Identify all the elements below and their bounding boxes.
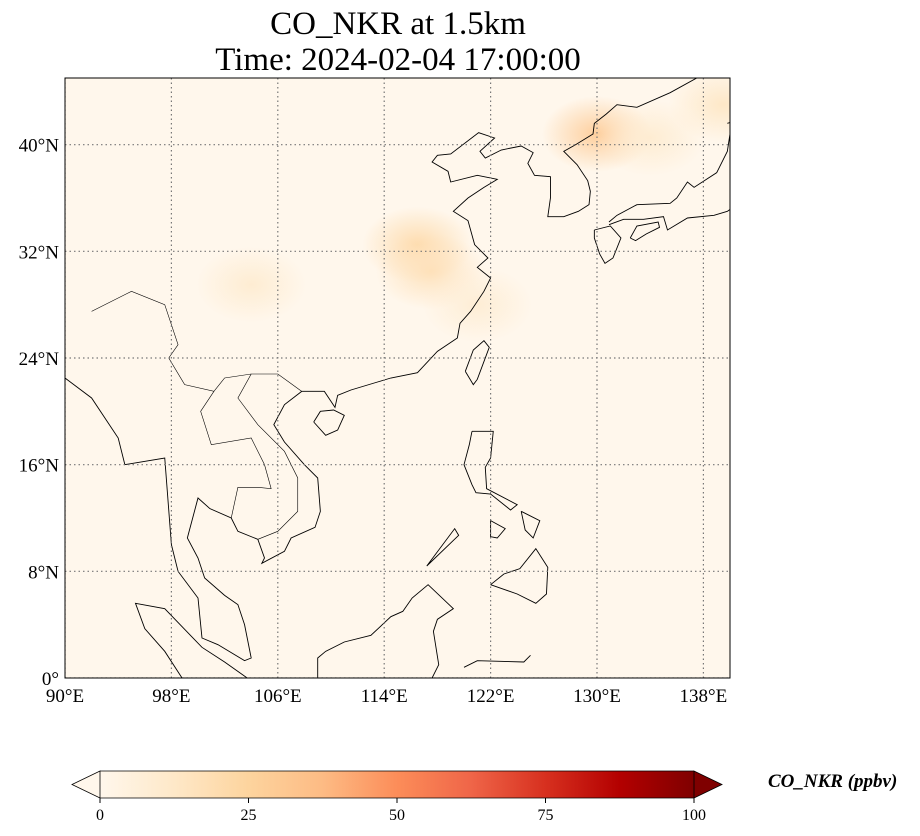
lat-ticks: 0° 8°N 16°N 24°N 32°N 40°N <box>19 136 60 690</box>
colorbar-gradient <box>100 771 694 798</box>
concentration-hotspot <box>422 266 533 343</box>
samar <box>520 510 541 539</box>
colorbar-extend-max <box>693 770 723 799</box>
lon-ticks: 90°E 98°E 106°E 114°E 122°E 130°E 138°E <box>46 686 727 707</box>
colorbar-label: CO_NKR (ppbv) <box>768 771 898 792</box>
lon-tick-label: 130°E <box>573 686 621 707</box>
concentration-field <box>196 78 730 343</box>
mainland-coast <box>65 78 698 662</box>
colorbar-tick-label: 50 <box>389 807 405 824</box>
map-frame <box>64 77 731 679</box>
lon-tick-label: 98°E <box>152 686 190 707</box>
concentration-hotspot <box>196 246 307 323</box>
colorbar-tick-label: 75 <box>538 807 554 824</box>
hainan <box>313 409 345 436</box>
luzon <box>463 430 519 511</box>
plot-title: CO_NKR at 1.5km <box>270 6 526 42</box>
border-china-south <box>91 291 302 392</box>
lat-tick-label: 8°N <box>28 562 59 583</box>
hokkaido <box>727 122 730 124</box>
colorbar: 0 25 50 75 100 <box>71 770 723 824</box>
lon-tick-label: 122°E <box>467 686 515 707</box>
colorbar-tick-label: 25 <box>241 807 257 824</box>
lat-tick-label: 40°N <box>19 136 60 157</box>
mindanao <box>490 547 549 604</box>
lat-tick-label: 16°N <box>19 456 60 477</box>
colorbar-tick-label: 0 <box>96 807 104 824</box>
taiwan <box>464 340 490 386</box>
lat-tick-label: 32°N <box>19 242 60 263</box>
palawan <box>426 527 460 567</box>
panay <box>490 520 506 539</box>
coastlines <box>65 78 730 678</box>
lon-tick-label: 90°E <box>46 686 84 707</box>
lon-tick-label: 138°E <box>680 686 728 707</box>
lat-tick-label: 24°N <box>19 349 60 370</box>
borneo <box>317 584 455 678</box>
concentration-hotspot <box>595 100 706 176</box>
map-background <box>65 78 730 678</box>
honshu <box>608 133 730 231</box>
lon-tick-label: 114°E <box>361 686 408 707</box>
plot-subtitle-time: Time: 2024-02-04 17:00:00 <box>215 42 581 78</box>
lon-tick-label: 106°E <box>254 686 302 707</box>
gridlines <box>65 78 730 678</box>
shikoku <box>629 221 661 242</box>
lat-tick-label: 0° <box>42 669 59 690</box>
sumatra <box>134 602 248 678</box>
kyushu <box>593 225 622 264</box>
colorbar-tick-label: 100 <box>682 807 706 824</box>
sulawesi <box>463 655 531 668</box>
colorbar-extend-min <box>71 770 101 799</box>
